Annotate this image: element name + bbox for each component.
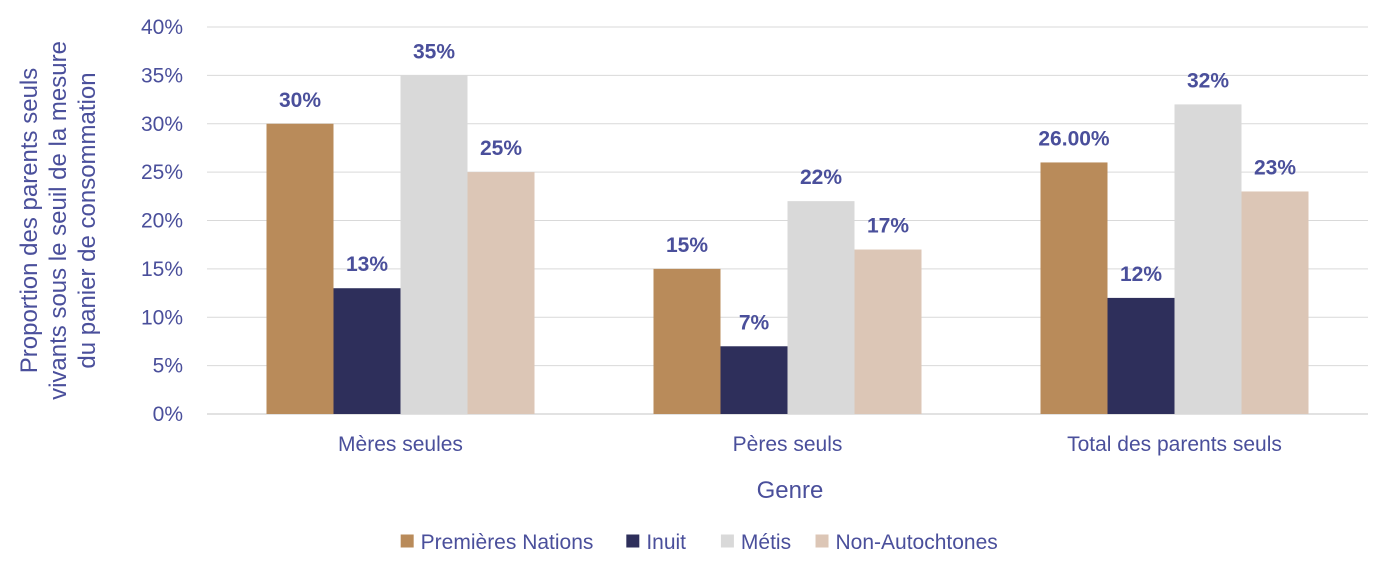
x-axis-categories: Mères seules Pères seuls Total des parents…: [338, 433, 1282, 456]
legend-label: Premières Nations: [421, 531, 594, 554]
y-axis-ticks: 0% 5% 10% 15% 20% 25% 30% 35% 40%: [141, 16, 183, 426]
bar: [854, 249, 922, 414]
y-tick-label: 35%: [141, 64, 183, 87]
bar: [1040, 162, 1108, 414]
data-label: 12%: [1120, 263, 1162, 286]
legend-label: Inuit: [646, 531, 686, 554]
y-axis-title: Proportion des parents seuls vivants sous…: [16, 41, 101, 400]
bar: [1241, 191, 1309, 414]
bar: [653, 268, 721, 414]
y-tick-label: 10%: [141, 306, 183, 329]
data-label: 15%: [666, 234, 708, 257]
x-category-label: Total des parents seuls: [1067, 433, 1282, 456]
data-label: 25%: [480, 137, 522, 160]
y-tick-label: 30%: [141, 113, 183, 136]
y-tick-label: 0%: [153, 403, 183, 426]
x-category-label: Pères seuls: [733, 433, 843, 456]
y-axis-title-line: vivants sous le seuil de la mesure: [45, 41, 72, 400]
data-label: 17%: [867, 215, 909, 238]
data-label: 35%: [413, 40, 455, 63]
legend-swatch: [400, 534, 414, 548]
bar: [266, 123, 334, 414]
x-axis-title: Genre: [757, 477, 824, 504]
bars: [266, 75, 1309, 415]
legend-label: Non-Autochtones: [836, 531, 998, 554]
y-tick-label: 20%: [141, 210, 183, 233]
data-label: 26.00%: [1038, 127, 1110, 150]
y-tick-label: 40%: [141, 16, 183, 39]
legend-label: Métis: [741, 531, 791, 554]
legend-swatch: [626, 534, 640, 548]
y-axis-title-line: du panier de consommation: [74, 72, 101, 368]
bar: [400, 75, 468, 414]
bar: [1174, 104, 1242, 415]
bar: [720, 346, 788, 414]
legend-swatch: [815, 534, 829, 548]
legend-swatch: [720, 534, 734, 548]
bar: [787, 201, 855, 414]
data-label: 23%: [1254, 156, 1296, 179]
bar: [1107, 297, 1175, 414]
data-label: 22%: [800, 166, 842, 189]
data-label: 30%: [279, 89, 321, 112]
data-labels: 30% 13% 35% 25% 15% 7% 22% 17% 26.00% 12% 32% 23%: [279, 40, 1296, 334]
legend: Premières Nations Inuit Métis Non-Autochton…: [400, 531, 998, 554]
y-tick-label: 15%: [141, 258, 183, 281]
y-tick-label: 5%: [153, 355, 183, 378]
data-label: 32%: [1187, 69, 1229, 92]
bar: [467, 172, 535, 414]
x-category-label: Mères seules: [338, 433, 463, 456]
data-label: 7%: [739, 311, 770, 334]
bar: [333, 288, 401, 414]
y-axis-title-line: Proportion des parents seuls: [16, 68, 43, 374]
data-label: 13%: [346, 253, 388, 276]
y-tick-label: 25%: [141, 161, 183, 184]
